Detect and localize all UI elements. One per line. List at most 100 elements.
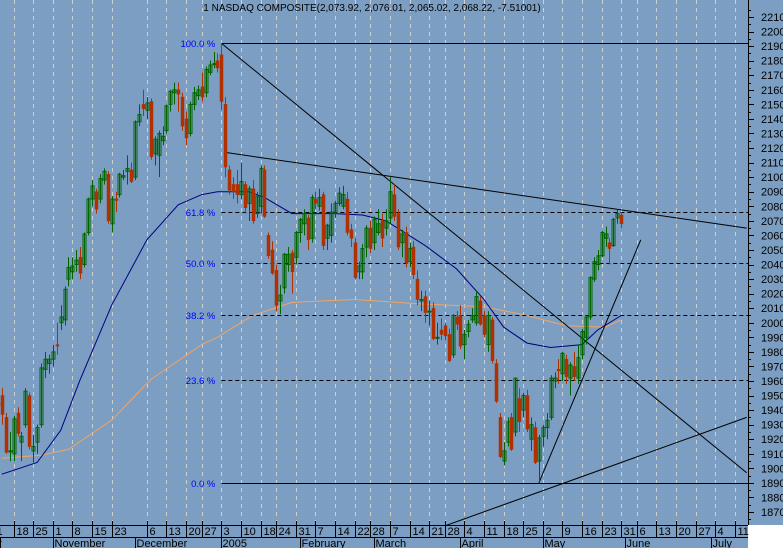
candle-body: [39, 367, 44, 426]
trendlines: [221, 42, 747, 525]
candle-body: [200, 86, 205, 98]
candle-body: [286, 253, 291, 266]
candle-up: [47, 354, 52, 374]
candle-up: [506, 417, 511, 447]
candle-body: [529, 424, 534, 440]
candle-body: [486, 314, 491, 346]
fib-level-label: 61.8 %: [186, 208, 216, 219]
candle-body: [184, 118, 189, 139]
candle-body: [490, 319, 495, 361]
candle-down: [533, 421, 538, 464]
week-label: 18: [264, 526, 276, 538]
candle-down: [313, 191, 318, 210]
week-label: 18: [17, 526, 29, 538]
y-tick-label: 2060: [761, 230, 783, 242]
candle-up: [537, 434, 542, 483]
candle-up: [286, 247, 291, 272]
candle-body: [255, 195, 260, 215]
candle-body: [545, 419, 550, 429]
candle-body: [4, 417, 9, 453]
fibonacci-retracement: [221, 43, 748, 484]
candle-up: [8, 431, 13, 462]
candle-up: [125, 155, 130, 185]
candle-body: [462, 333, 467, 346]
candle-body: [313, 198, 318, 204]
candle-down: [494, 359, 499, 403]
candle-body: [82, 233, 87, 266]
candle-body: [533, 427, 538, 463]
candle-up: [59, 305, 64, 331]
candle-body: [345, 198, 350, 233]
candle-body: [47, 358, 52, 365]
candle-down: [290, 249, 295, 294]
candle-down: [78, 247, 83, 280]
candle-body: [451, 314, 456, 356]
moving-averages: [1, 191, 622, 475]
week-label: 15: [95, 526, 107, 538]
candle-down: [431, 302, 436, 341]
candle-body: [0, 395, 5, 415]
candle-down: [243, 181, 248, 214]
candle-body: [353, 242, 358, 278]
candle-up: [549, 375, 554, 421]
candle-body: [208, 64, 213, 73]
candle-body: [188, 103, 193, 134]
candle-body: [129, 169, 134, 182]
candle-body: [455, 316, 460, 325]
candle-up: [51, 344, 56, 367]
y-tick-label: 2190: [761, 41, 783, 53]
y-tick-label: 2130: [761, 128, 783, 140]
candle-body: [114, 198, 119, 201]
candle-up: [568, 362, 573, 396]
candle-body: [74, 259, 79, 266]
week-label: 25: [526, 526, 538, 538]
month-label: November: [55, 538, 106, 548]
y-tick-label: 2180: [761, 56, 783, 68]
candle-down: [498, 413, 503, 459]
candle-up: [90, 180, 95, 207]
candle-down: [55, 322, 60, 355]
week-label: 18: [507, 526, 519, 538]
candle-body: [212, 63, 217, 66]
week-label: 2: [546, 526, 552, 538]
candle-body: [290, 252, 295, 273]
candle-up: [172, 82, 177, 105]
candle-body: [219, 54, 224, 102]
candle-body: [509, 417, 514, 450]
candle-down: [490, 316, 495, 364]
y-tick-label: 2100: [761, 172, 783, 184]
candle-up: [12, 415, 17, 462]
candle-down: [423, 290, 428, 323]
moving-average-long-line: [1, 298, 622, 459]
y-tick-label: 2020: [761, 289, 783, 301]
candle-body: [333, 202, 338, 215]
candle-up: [584, 315, 589, 345]
week-label: 11: [738, 526, 749, 538]
week-label: 9: [565, 526, 571, 538]
candle-body: [431, 307, 436, 340]
candle-down: [200, 72, 205, 102]
y-tick-label: 2070: [761, 216, 783, 228]
candle-up: [153, 136, 158, 166]
candle-down: [306, 215, 311, 250]
candle-up: [317, 188, 322, 211]
candle-body: [23, 390, 28, 426]
candle-up: [588, 276, 593, 320]
candle-body: [8, 450, 13, 453]
candle-up: [282, 252, 287, 294]
candle-down: [262, 165, 267, 218]
candle-body: [349, 229, 354, 239]
week-label: 23: [115, 526, 127, 538]
y-tick-label: 2150: [761, 99, 783, 111]
candle-body: [35, 427, 40, 443]
month-label: ber: [0, 538, 2, 548]
candle-body: [435, 336, 440, 339]
candle-down: [274, 264, 279, 312]
candle-body: [227, 169, 232, 191]
y-tick-label: 1870: [761, 507, 783, 519]
candle-body: [145, 102, 150, 111]
candle-down: [607, 238, 612, 265]
candle-down: [368, 220, 373, 253]
candle-body: [392, 194, 397, 217]
fib-level-label: 23.6 %: [186, 376, 216, 387]
